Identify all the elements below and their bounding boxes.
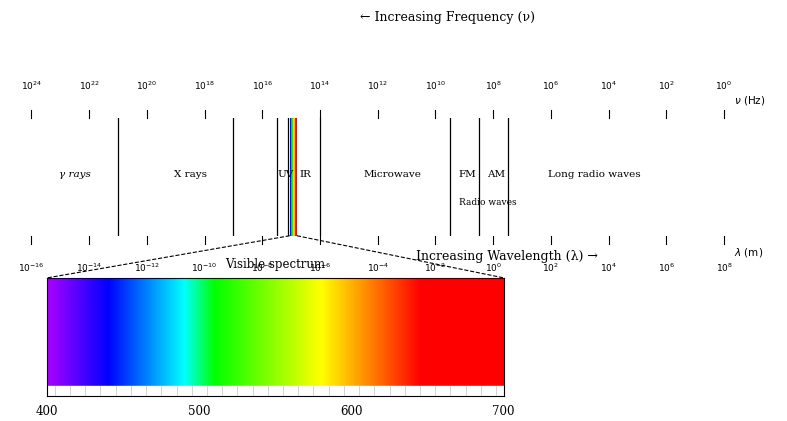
- Text: AM: AM: [487, 170, 505, 179]
- Text: X rays: X rays: [174, 170, 207, 179]
- Text: Visible spectrum: Visible spectrum: [225, 258, 326, 271]
- Text: $10^{-12}$: $10^{-12}$: [134, 262, 160, 274]
- Text: $10^{22}$: $10^{22}$: [79, 80, 100, 92]
- Text: $10^{18}$: $10^{18}$: [194, 80, 215, 92]
- Text: $10^{-10}$: $10^{-10}$: [191, 262, 218, 274]
- Text: IR: IR: [300, 170, 312, 179]
- Text: $10^{4}$: $10^{4}$: [600, 80, 617, 92]
- Text: $10^{-14}$: $10^{-14}$: [76, 262, 102, 274]
- Text: ← Increasing Frequency (ν): ← Increasing Frequency (ν): [360, 11, 535, 24]
- Text: $10^{0}$: $10^{0}$: [485, 262, 502, 274]
- Text: UV: UV: [277, 170, 294, 179]
- Text: $10^{-6}$: $10^{-6}$: [309, 262, 331, 274]
- Text: Radio waves: Radio waves: [459, 198, 516, 207]
- Text: Microwave: Microwave: [364, 170, 421, 179]
- Text: $\nu$ (Hz): $\nu$ (Hz): [734, 94, 766, 107]
- Text: Increasing Wavelength (λ) →: Increasing Wavelength (λ) →: [416, 250, 598, 264]
- Text: $10^{-2}$: $10^{-2}$: [424, 262, 446, 274]
- Text: γ rays: γ rays: [59, 170, 91, 179]
- Text: $10^{20}$: $10^{20}$: [136, 80, 157, 92]
- Text: FM: FM: [458, 170, 476, 179]
- Text: $10^{-4}$: $10^{-4}$: [367, 262, 389, 274]
- Text: $10^{8}$: $10^{8}$: [715, 262, 733, 274]
- Text: $10^{-16}$: $10^{-16}$: [18, 262, 45, 274]
- Text: $10^{8}$: $10^{8}$: [485, 80, 501, 92]
- Text: $10^{24}$: $10^{24}$: [21, 80, 42, 92]
- Text: $10^{-8}$: $10^{-8}$: [251, 262, 274, 274]
- Text: $\lambda$ (m): $\lambda$ (m): [734, 246, 763, 259]
- Text: $10^{6}$: $10^{6}$: [542, 80, 560, 92]
- Text: $10^{6}$: $10^{6}$: [658, 262, 675, 274]
- Text: $10^{4}$: $10^{4}$: [600, 262, 617, 274]
- Text: $10^{14}$: $10^{14}$: [309, 80, 331, 92]
- Text: $10^{2}$: $10^{2}$: [542, 262, 560, 274]
- Text: Long radio waves: Long radio waves: [548, 170, 641, 179]
- Text: $10^{2}$: $10^{2}$: [658, 80, 674, 92]
- Text: $10^{0}$: $10^{0}$: [715, 80, 733, 92]
- Text: $10^{12}$: $10^{12}$: [368, 80, 388, 92]
- Text: $10^{16}$: $10^{16}$: [252, 80, 273, 92]
- Text: $10^{10}$: $10^{10}$: [425, 80, 446, 92]
